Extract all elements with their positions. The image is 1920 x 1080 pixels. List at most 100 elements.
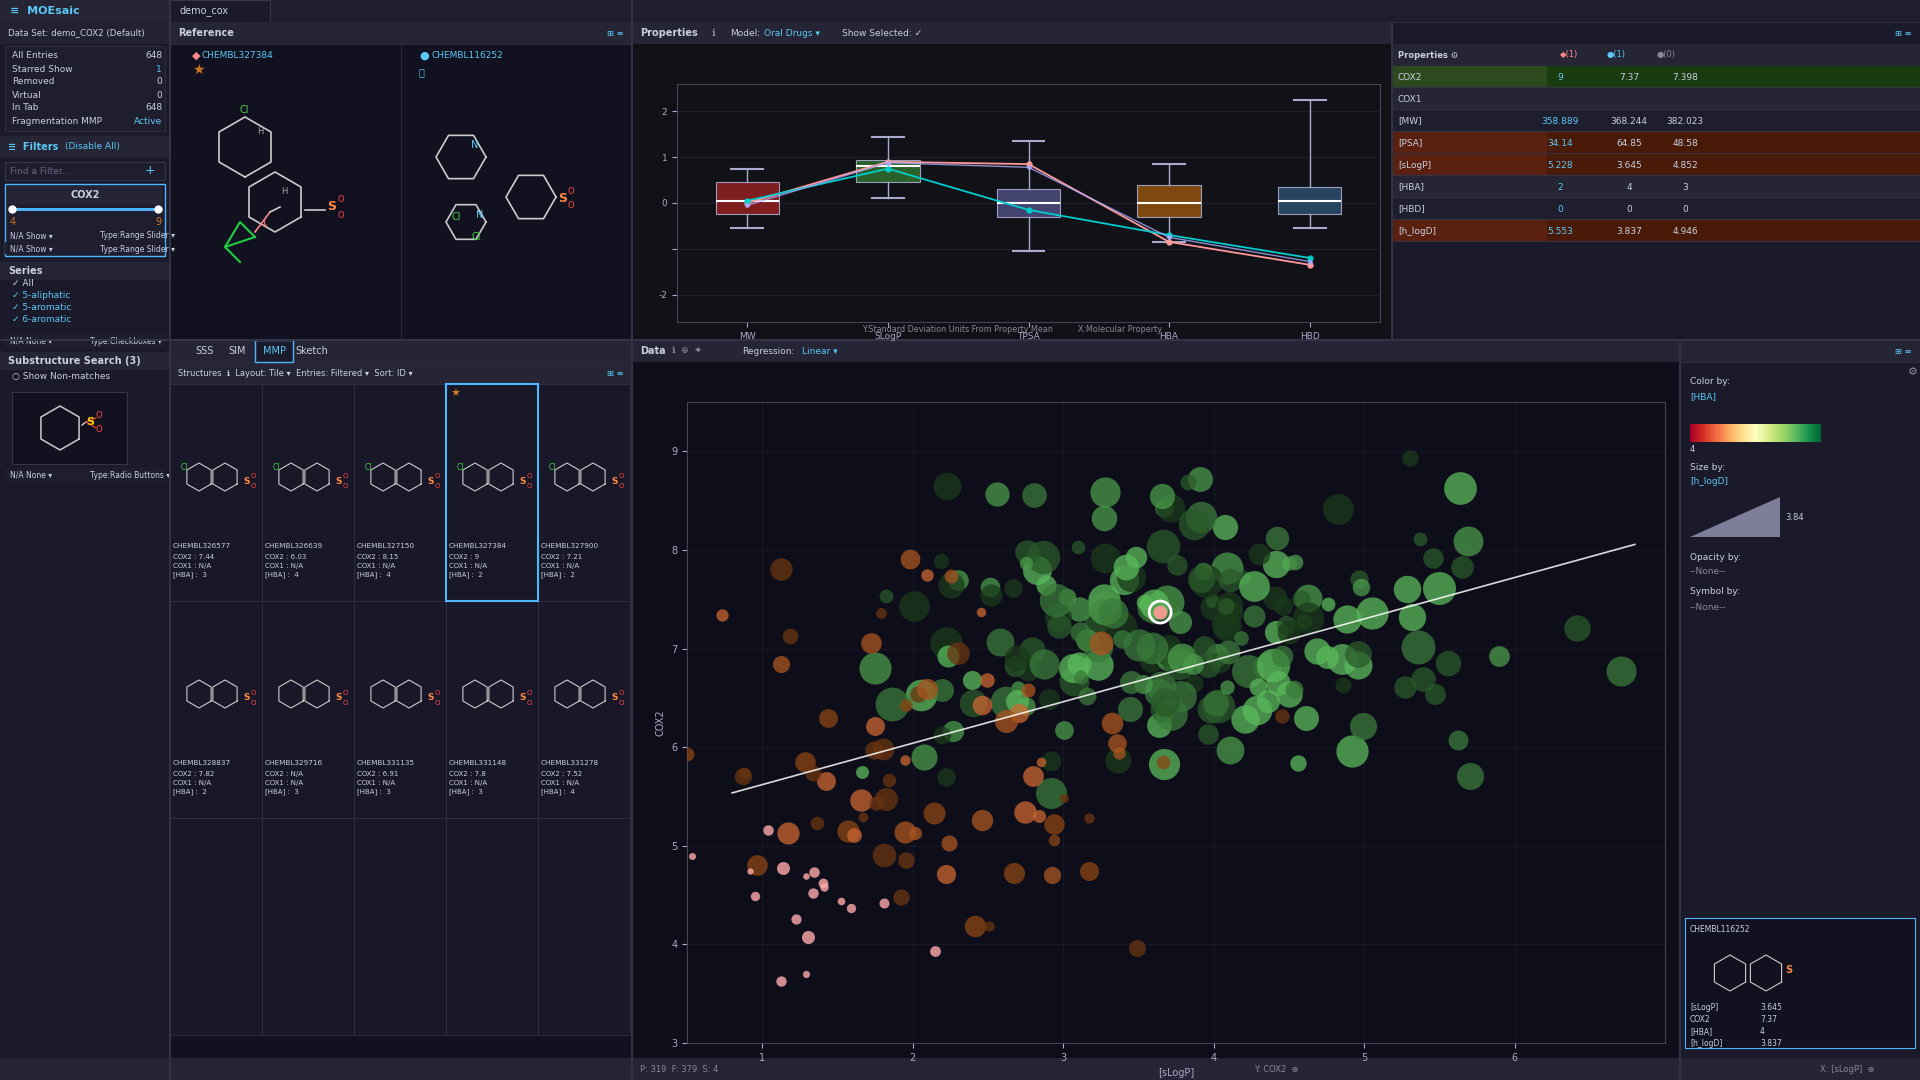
Point bbox=[858, 741, 889, 758]
Text: COX1 : N/A: COX1 : N/A bbox=[357, 780, 396, 786]
Text: O: O bbox=[526, 700, 532, 706]
Point bbox=[1144, 604, 1175, 621]
Point bbox=[874, 772, 904, 789]
Point bbox=[1089, 592, 1119, 609]
Point bbox=[1212, 678, 1242, 696]
Point bbox=[1148, 754, 1179, 771]
Point bbox=[1000, 658, 1031, 675]
Text: Cl: Cl bbox=[238, 105, 248, 114]
Text: CHEMBL327384: CHEMBL327384 bbox=[202, 52, 275, 60]
Text: [PSA]: [PSA] bbox=[1398, 138, 1423, 148]
Point bbox=[935, 577, 966, 594]
Bar bbox=[171, 0, 271, 22]
Point bbox=[835, 900, 866, 917]
Text: Structures  ℹ  Layout: Tile ▾  Entries: Filtered ▾  Sort: ID ▾: Structures ℹ Layout: Tile ▾ Entries: Fil… bbox=[179, 368, 413, 378]
Bar bbox=[171, 384, 261, 600]
Text: [HBA] :  3: [HBA] : 3 bbox=[357, 788, 392, 795]
Text: Cl: Cl bbox=[365, 462, 372, 472]
Text: Reference: Reference bbox=[179, 28, 234, 38]
Bar bbox=[10, 208, 159, 212]
Text: S: S bbox=[334, 476, 342, 486]
Text: COX2 : 7.82: COX2 : 7.82 bbox=[173, 771, 215, 777]
Point bbox=[973, 917, 1004, 934]
Text: ⊞ ≡: ⊞ ≡ bbox=[607, 28, 624, 38]
Text: O: O bbox=[252, 700, 257, 706]
Text: COX1 : N/A: COX1 : N/A bbox=[541, 563, 580, 569]
Text: O: O bbox=[618, 483, 624, 489]
Bar bbox=[171, 362, 632, 1058]
Point bbox=[1323, 500, 1354, 517]
Text: Properties: Properties bbox=[639, 28, 697, 38]
Text: (Disable All): (Disable All) bbox=[65, 143, 119, 151]
Point bbox=[1002, 679, 1033, 697]
Point bbox=[1060, 673, 1091, 690]
Text: CHEMBL328837: CHEMBL328837 bbox=[173, 760, 230, 766]
Bar bbox=[1392, 22, 1920, 340]
Bar bbox=[538, 818, 630, 1035]
Point bbox=[799, 863, 829, 880]
Point bbox=[1179, 515, 1210, 532]
Text: COX2: COX2 bbox=[1690, 1015, 1711, 1025]
Point bbox=[1110, 558, 1140, 576]
Text: 5.228: 5.228 bbox=[1548, 161, 1572, 170]
Point bbox=[1188, 563, 1219, 580]
Text: CHEMBL331278: CHEMBL331278 bbox=[541, 760, 599, 766]
Point bbox=[808, 878, 839, 895]
Bar bbox=[261, 818, 353, 1035]
Point bbox=[845, 791, 876, 808]
Text: [h_logD]: [h_logD] bbox=[1690, 477, 1728, 486]
Point bbox=[1210, 616, 1240, 633]
Text: Removed: Removed bbox=[12, 78, 54, 86]
Point bbox=[1064, 656, 1094, 673]
Point bbox=[1275, 623, 1306, 640]
Point bbox=[1102, 734, 1133, 752]
Text: [h_logD]: [h_logD] bbox=[1398, 227, 1436, 235]
Point bbox=[1404, 530, 1434, 548]
Bar bbox=[1392, 176, 1920, 198]
Text: Oral Drugs ▾: Oral Drugs ▾ bbox=[764, 28, 820, 38]
Bar bbox=[632, 362, 1680, 1058]
Text: ✓ All: ✓ All bbox=[12, 280, 35, 288]
Point bbox=[1066, 669, 1096, 686]
Bar bbox=[1601, 154, 1657, 176]
Bar bbox=[1392, 87, 1920, 110]
Point bbox=[1229, 568, 1260, 585]
Point bbox=[1010, 804, 1041, 821]
Point bbox=[808, 874, 839, 891]
Point bbox=[1035, 785, 1066, 802]
Point bbox=[968, 811, 998, 828]
Text: ◆(1): ◆(1) bbox=[1559, 51, 1578, 59]
Point bbox=[1563, 619, 1594, 636]
Text: Cl: Cl bbox=[180, 462, 188, 472]
Text: 3.837: 3.837 bbox=[1617, 227, 1642, 235]
Text: O: O bbox=[338, 211, 344, 219]
Point bbox=[1484, 647, 1515, 664]
Point bbox=[1344, 570, 1375, 588]
Text: ✓ 5-aromatic: ✓ 5-aromatic bbox=[12, 303, 71, 312]
Point bbox=[1348, 718, 1379, 735]
Point bbox=[810, 772, 841, 789]
Point bbox=[1121, 548, 1152, 565]
Point bbox=[1173, 473, 1204, 490]
Text: ⚙: ⚙ bbox=[1908, 367, 1918, 377]
Text: [HBA] :  2: [HBA] : 2 bbox=[173, 788, 207, 795]
Text: S: S bbox=[518, 693, 526, 702]
Point bbox=[766, 561, 797, 578]
Text: COX1 : N/A: COX1 : N/A bbox=[173, 780, 211, 786]
Point bbox=[1311, 648, 1342, 665]
Point bbox=[1010, 698, 1041, 715]
Text: ○ Show Non-matches: ○ Show Non-matches bbox=[12, 372, 109, 380]
Point bbox=[1260, 590, 1290, 607]
Text: --None--: --None-- bbox=[1690, 603, 1726, 611]
Text: [HBA] :  4: [HBA] : 4 bbox=[265, 571, 300, 579]
Text: S: S bbox=[426, 693, 434, 702]
Point bbox=[728, 767, 758, 784]
Point bbox=[1091, 599, 1121, 617]
Text: ✓ 5-aliphatic: ✓ 5-aliphatic bbox=[12, 292, 71, 300]
Point bbox=[676, 848, 707, 865]
Bar bbox=[171, 22, 632, 44]
Point bbox=[1204, 653, 1235, 671]
Point bbox=[1043, 608, 1073, 625]
Text: Type:Checkboxes ▾: Type:Checkboxes ▾ bbox=[90, 337, 161, 346]
Text: X: [sLogP]  ⊕: X: [sLogP] ⊕ bbox=[1820, 1065, 1874, 1074]
